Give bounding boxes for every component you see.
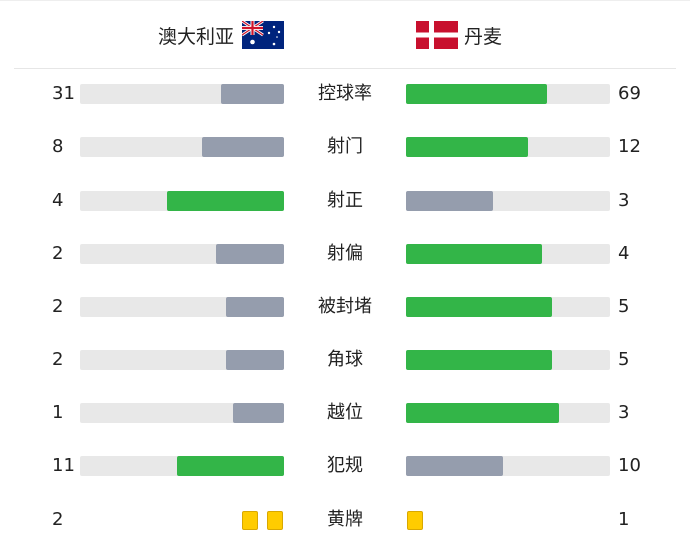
away-value: 69 xyxy=(618,83,641,104)
home-value: 1 xyxy=(52,402,64,423)
australia-flag-icon xyxy=(242,21,285,49)
home-bar-fill xyxy=(225,297,284,317)
denmark-flag-icon xyxy=(416,21,458,49)
away-team-name: 丹麦 xyxy=(464,25,503,48)
top-divider xyxy=(0,0,690,1)
stat-label: 被封堵 xyxy=(318,296,372,317)
away-bar xyxy=(406,191,610,211)
home-bar xyxy=(80,350,284,370)
away-bar-fill xyxy=(406,350,552,370)
home-value: 8 xyxy=(52,136,64,157)
home-bar-fill xyxy=(177,456,284,476)
home-bar xyxy=(80,84,284,104)
yellow-card-icon xyxy=(407,511,423,530)
teams-header: 澳大利亚 丹麦 xyxy=(0,0,690,68)
home-bar xyxy=(80,297,284,317)
stat-row: 2 角球 5 xyxy=(0,348,690,372)
away-value: 12 xyxy=(618,136,641,157)
away-value: 10 xyxy=(618,455,641,476)
away-bar-fill xyxy=(406,244,542,264)
stat-label: 黄牌 xyxy=(327,509,363,530)
home-bar-fill xyxy=(233,403,284,423)
home-bar-fill xyxy=(167,191,284,211)
away-bar xyxy=(406,84,610,104)
home-team-name: 澳大利亚 xyxy=(158,25,235,48)
stat-label: 越位 xyxy=(327,402,363,423)
away-bar xyxy=(406,403,610,423)
home-value: 2 xyxy=(52,243,64,264)
home-value: 2 xyxy=(52,296,64,317)
away-bar-fill xyxy=(406,456,504,476)
away-bar xyxy=(406,244,610,264)
stat-label: 犯规 xyxy=(327,455,363,476)
stat-label: 射正 xyxy=(327,190,363,211)
home-value: 2 xyxy=(52,509,64,530)
away-bar-fill xyxy=(406,137,529,157)
stat-label: 射门 xyxy=(327,136,363,157)
stat-row: 1 越位 3 xyxy=(0,401,690,425)
away-bar xyxy=(406,350,610,370)
away-bar xyxy=(406,456,610,476)
away-value: 5 xyxy=(618,296,630,317)
away-value: 5 xyxy=(618,349,630,370)
stat-row: 2 被封堵 5 xyxy=(0,295,690,319)
header-divider xyxy=(14,68,676,69)
away-bar-fill xyxy=(406,297,552,317)
away-bar-fill xyxy=(406,84,547,104)
away-team: 丹麦 xyxy=(416,20,502,50)
yellow-card-icon xyxy=(267,511,283,530)
away-value: 4 xyxy=(618,243,630,264)
home-bar-fill xyxy=(225,350,284,370)
away-value: 3 xyxy=(618,402,630,423)
away-bar-fill xyxy=(406,191,494,211)
home-value: 2 xyxy=(52,349,64,370)
stat-row: 4 射正 3 xyxy=(0,189,690,213)
home-value: 4 xyxy=(52,190,64,211)
home-bar xyxy=(80,191,284,211)
stat-label: 控球率 xyxy=(318,83,372,104)
home-value: 11 xyxy=(52,455,75,476)
stat-label: 射偏 xyxy=(327,243,363,264)
home-bar xyxy=(80,456,284,476)
home-bar xyxy=(80,137,284,157)
stat-row: 31 控球率 69 xyxy=(0,82,690,106)
home-bar xyxy=(80,403,284,423)
away-value: 3 xyxy=(618,190,630,211)
home-bar-fill xyxy=(216,244,284,264)
home-bar-fill xyxy=(202,137,284,157)
stat-row: 2 射偏 4 xyxy=(0,242,690,266)
away-value: 1 xyxy=(618,509,630,530)
stat-row: 11 犯规 10 xyxy=(0,454,690,478)
away-bar-fill xyxy=(406,403,559,423)
home-team: 澳大利亚 xyxy=(158,20,285,50)
yellow-card-icon xyxy=(242,511,258,530)
away-bar xyxy=(406,137,610,157)
away-bar xyxy=(406,297,610,317)
yellow-cards-row: 2 黄牌 1 xyxy=(0,508,690,532)
home-bar xyxy=(80,244,284,264)
stat-label: 角球 xyxy=(327,349,363,370)
home-value: 31 xyxy=(52,83,75,104)
home-bar-fill xyxy=(220,84,284,104)
stat-row: 8 射门 12 xyxy=(0,135,690,159)
